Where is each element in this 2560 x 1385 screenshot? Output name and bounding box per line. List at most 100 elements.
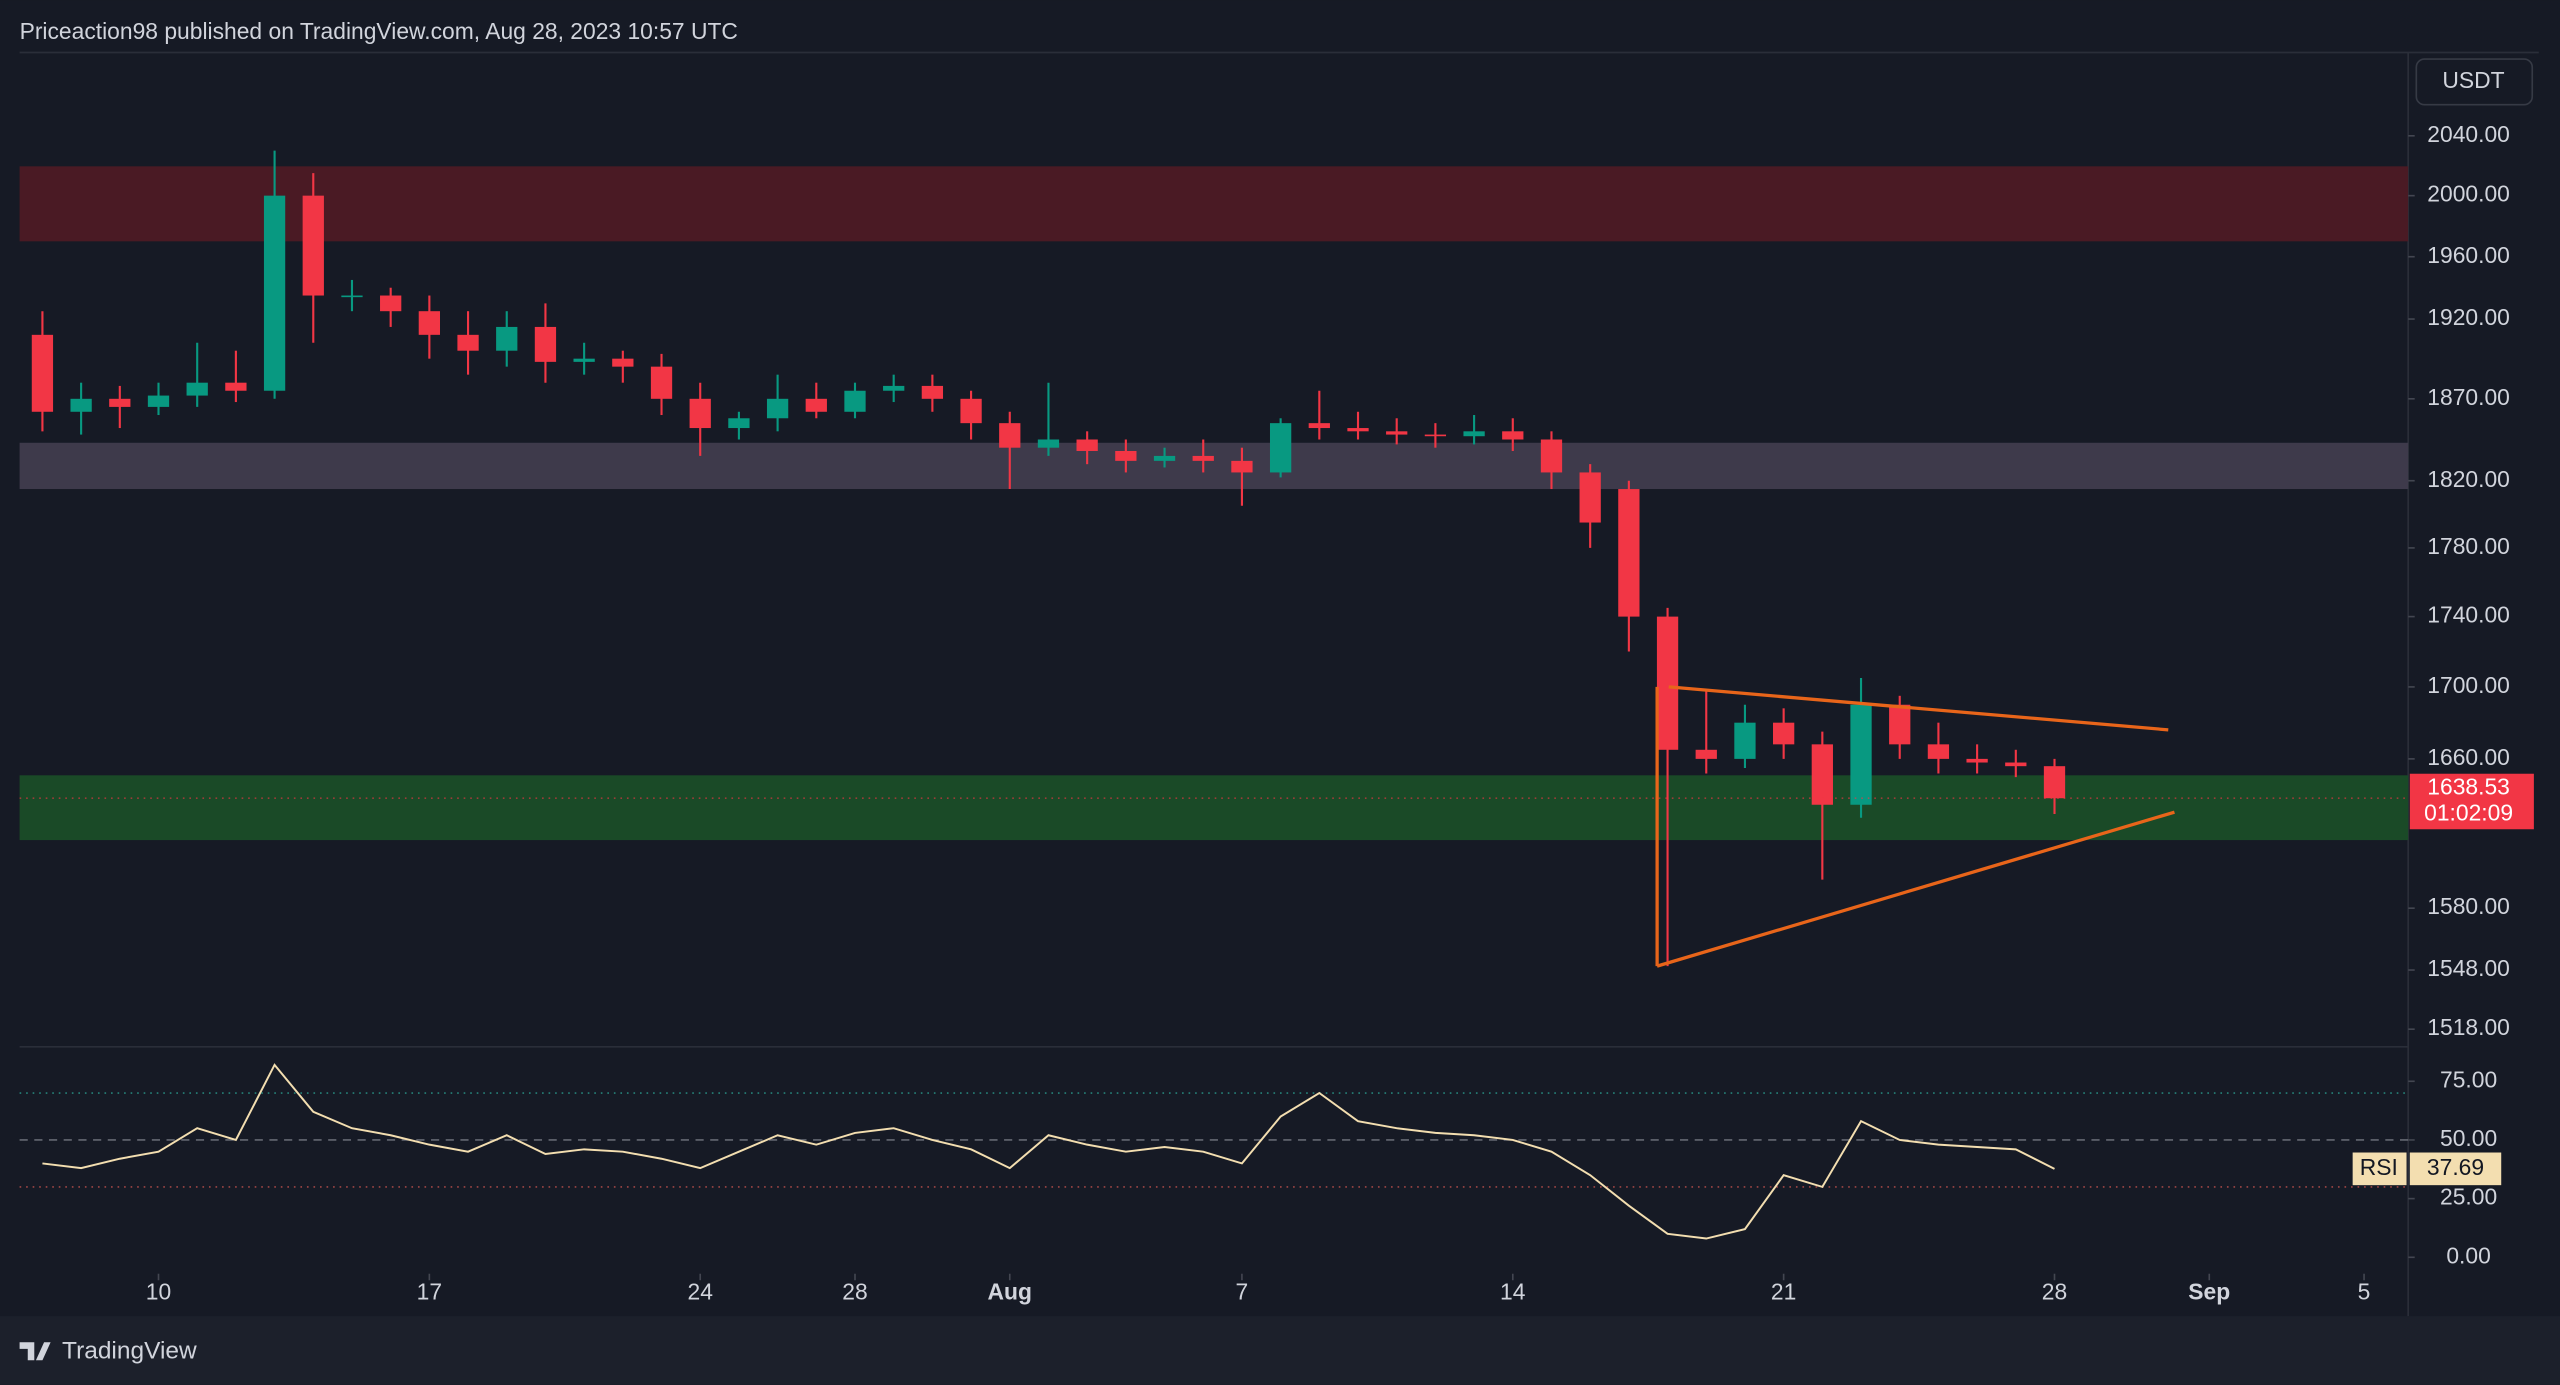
brand-name: TradingView	[62, 1338, 197, 1365]
x-tick-label: Aug	[988, 1278, 1032, 1304]
rsi-value: 37.69	[2427, 1154, 2484, 1180]
candle-body	[921, 385, 944, 399]
candle-body	[1889, 704, 1911, 745]
candle-body	[1618, 489, 1640, 617]
candle-body	[225, 382, 247, 391]
x-tick-label: Sep	[2188, 1278, 2230, 1304]
footer-bar	[0, 1316, 2560, 1385]
x-tick-label: 28	[2042, 1278, 2067, 1304]
candle-body	[1308, 423, 1330, 429]
candle-body	[1347, 428, 1369, 432]
zone	[19, 166, 2409, 242]
candle-body	[70, 398, 92, 412]
y-tick-label: 1920.00	[2427, 304, 2510, 330]
y-tick-label: 1518.00	[2427, 1014, 2510, 1040]
candle-body	[573, 358, 595, 362]
candle-body	[689, 398, 711, 429]
candle-body	[1192, 455, 1214, 461]
y-tick-label: 1548.00	[2427, 955, 2510, 981]
candle-body	[1076, 439, 1098, 451]
x-tick-label: 28	[842, 1278, 867, 1304]
candle-body	[109, 398, 131, 407]
candle-body	[805, 398, 827, 412]
y-tick-label: 1740.00	[2427, 602, 2510, 628]
candle-body	[844, 390, 866, 412]
x-tick-label: 7	[1236, 1278, 1249, 1304]
rsi-tick-label: 50.00	[2440, 1125, 2497, 1151]
candle-body	[1153, 455, 1176, 461]
candle-body	[2005, 762, 2027, 767]
y-tick-label: 1870.00	[2427, 384, 2510, 410]
candle-body	[302, 195, 324, 296]
candle-body	[457, 334, 479, 351]
candle-body	[999, 423, 1021, 448]
zone	[19, 442, 2409, 490]
candle-body	[1269, 423, 1292, 473]
candle-body	[380, 295, 402, 312]
x-tick-label: 21	[1771, 1278, 1796, 1304]
y-tick-label: 2040.00	[2427, 121, 2510, 147]
candle-body	[263, 195, 286, 391]
rsi-tick-label: 0.00	[2446, 1242, 2490, 1268]
candle-body	[883, 385, 905, 391]
rsi-line	[42, 1063, 2055, 1240]
y-tick-label: 1660.00	[2427, 744, 2510, 770]
trend-line	[1656, 810, 2175, 968]
rsi-tick-label: 75.00	[2440, 1066, 2497, 1092]
rsi-name-box	[2352, 1152, 2407, 1186]
y-tick-label: 1960.00	[2427, 242, 2510, 268]
currency-label[interactable]: USDT	[2442, 67, 2504, 93]
candle-body	[612, 358, 634, 367]
candle-body	[650, 366, 673, 399]
candle-body	[1850, 704, 1872, 805]
candle-body	[1773, 722, 1795, 745]
candle-body	[496, 326, 518, 351]
candle-body	[1424, 434, 1447, 437]
candle-body	[766, 398, 789, 419]
x-tick-label: 17	[417, 1278, 442, 1304]
y-tick-label: 1820.00	[2427, 466, 2510, 492]
candle-body	[186, 382, 208, 396]
rsi-value-box	[2409, 1152, 2502, 1186]
candle-body	[147, 395, 170, 407]
candle-body	[1540, 439, 1563, 473]
candle-body	[960, 398, 982, 424]
candle-body	[1656, 616, 1679, 750]
candle-body	[418, 311, 441, 335]
currency-button[interactable]	[2415, 58, 2534, 106]
candle-body	[1695, 749, 1717, 759]
candle-body	[1579, 472, 1601, 523]
price-label-box	[2409, 773, 2534, 830]
candle-body	[341, 295, 363, 298]
x-tick-label: 5	[2358, 1278, 2371, 1304]
candle-body	[1734, 722, 1756, 759]
y-tick-label: 1580.00	[2427, 893, 2510, 919]
candle-body	[2043, 766, 2066, 799]
candle-body	[728, 418, 750, 429]
y-tick-label: 2000.00	[2427, 181, 2510, 207]
zone	[19, 775, 2409, 841]
header-text: Priceaction98 published on TradingView.c…	[20, 18, 738, 44]
candle-body	[1811, 744, 1833, 805]
candle-body	[1115, 450, 1137, 461]
rsi-name: RSI	[2360, 1154, 2398, 1180]
candle-body	[1966, 758, 1988, 763]
price-label: 1638.53	[2427, 773, 2510, 799]
x-tick-label: 24	[688, 1278, 714, 1304]
candle-body	[1037, 439, 1060, 448]
y-tick-label: 1780.00	[2427, 533, 2510, 559]
trend-line	[1668, 685, 2169, 732]
candle-body	[1502, 431, 1524, 440]
countdown-label: 01:02:09	[2424, 800, 2513, 826]
candle-body	[1463, 431, 1485, 437]
candle-body	[534, 326, 557, 362]
candle-body	[1231, 460, 1253, 473]
brand-logo	[19, 1342, 51, 1361]
x-tick-label: 14	[1500, 1278, 1526, 1304]
y-tick-label: 1700.00	[2427, 672, 2510, 698]
x-tick-label: 10	[146, 1278, 171, 1304]
candle-body	[1386, 431, 1408, 435]
rsi-tick-label: 25.00	[2440, 1184, 2497, 1210]
